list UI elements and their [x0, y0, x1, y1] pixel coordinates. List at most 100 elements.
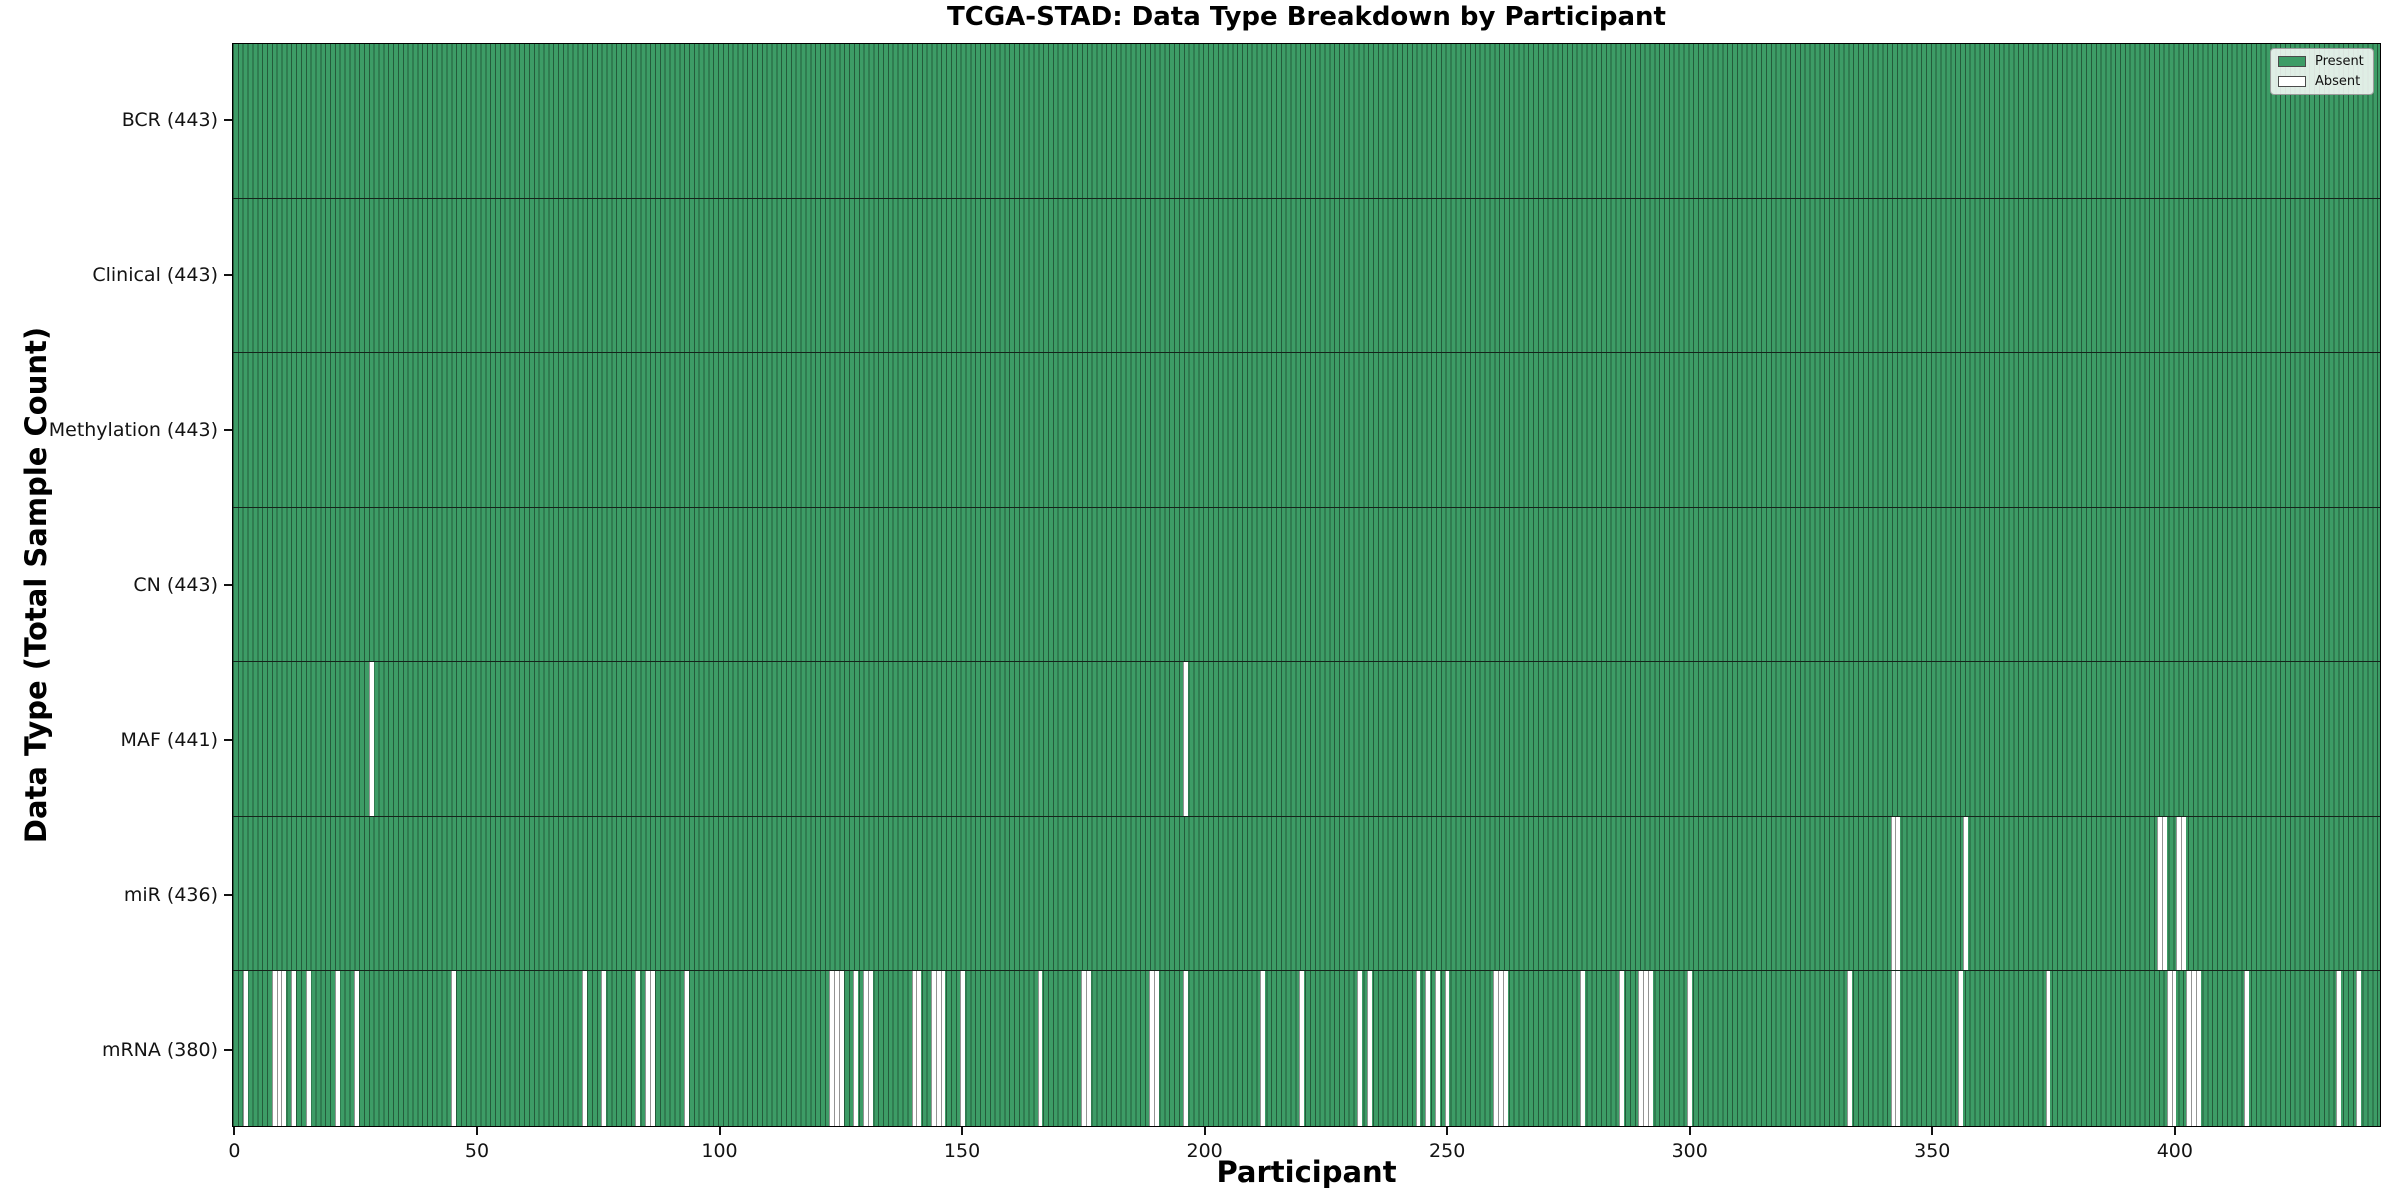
x-tick-mark	[475, 1127, 478, 1135]
absent-bar-miR-357	[1963, 816, 1969, 971]
x-tick-label-350: 350	[1914, 1140, 1951, 1162]
y-tick-mark	[224, 1048, 232, 1051]
absent-bar-mRNA-12	[291, 971, 296, 1126]
absent-bar-mRNA-434	[2336, 971, 2342, 1126]
legend-swatch-present	[2278, 56, 2306, 67]
absent-bar-mRNA-232	[1357, 971, 1363, 1126]
absent-bar-miR-398	[2161, 816, 2167, 971]
absent-bar-mRNA-128	[853, 971, 859, 1126]
absent-bar-mRNA-342	[1890, 971, 1896, 1126]
absent-bar-mRNA-244	[1415, 971, 1421, 1126]
absent-bar-mRNA-144	[930, 971, 936, 1126]
absent-bar-mRNA-403	[2186, 971, 2191, 1126]
absent-bar-miR-342	[1890, 816, 1896, 971]
absent-bar-mRNA-290	[1638, 971, 1644, 1126]
absent-bar-miR-343	[1895, 816, 1901, 971]
absent-bar-mRNA-356	[1958, 971, 1964, 1126]
y-tick-label-BCR: BCR (443)	[121, 109, 218, 132]
absent-bar-mRNA-196	[1182, 971, 1188, 1126]
absent-bar-miR-401	[2176, 816, 2182, 971]
absent-bar-mRNA-374	[2045, 971, 2051, 1126]
absent-bar-mRNA-248	[1434, 971, 1440, 1126]
y-tick-label-Methylation: Methylation (443)	[48, 419, 218, 442]
chart-title: TCGA-STAD: Data Type Breakdown by Partic…	[947, 2, 1666, 32]
absent-bar-MAF-196	[1182, 662, 1188, 816]
x-axis-label: Participant	[1216, 1155, 1397, 1189]
absent-bar-miR-402	[2181, 816, 2187, 971]
absent-bar-mRNA-212	[1260, 971, 1266, 1126]
y-tick-mark	[224, 429, 232, 432]
y-tick-mark	[224, 738, 232, 741]
x-tick-mark	[233, 1127, 236, 1135]
absent-bar-mRNA-85	[644, 971, 650, 1126]
legend-swatch-absent	[2278, 76, 2306, 87]
absent-bar-mRNA-15	[305, 971, 311, 1126]
legend-item-present: Present	[2278, 54, 2364, 69]
absent-bar-mRNA-124	[833, 971, 839, 1126]
absent-bar-mRNA-234	[1367, 971, 1372, 1126]
absent-bar-mRNA-291	[1643, 971, 1649, 1126]
row-BCR	[233, 44, 2380, 199]
absent-bar-mRNA-404	[2190, 971, 2196, 1126]
absent-bar-mRNA-405	[2195, 971, 2201, 1126]
row-Clinical	[233, 198, 2380, 354]
absent-bar-mRNA-2	[242, 971, 248, 1126]
x-tick-label-200: 200	[1186, 1140, 1223, 1162]
x-tick-mark	[1446, 1127, 1449, 1135]
absent-bar-mRNA-190	[1153, 971, 1159, 1126]
absent-bar-mRNA-45	[451, 971, 456, 1126]
absent-bar-mRNA-262	[1502, 971, 1508, 1126]
x-tick-label-100: 100	[701, 1140, 738, 1162]
absent-bar-mRNA-400	[2171, 971, 2177, 1126]
x-tick-mark	[2173, 1127, 2176, 1135]
absent-bar-mRNA-166	[1037, 971, 1043, 1126]
x-tick-label-300: 300	[1671, 1140, 1708, 1162]
absent-bar-mRNA-343	[1895, 971, 1901, 1126]
absent-bar-mRNA-9	[276, 971, 282, 1126]
absent-bar-mRNA-261	[1497, 971, 1503, 1126]
absent-bar-mRNA-93	[683, 971, 689, 1126]
absent-bar-mRNA-145	[935, 971, 941, 1126]
absent-bar-mRNA-131	[867, 971, 873, 1126]
x-tick-mark	[718, 1127, 721, 1135]
x-tick-label-0: 0	[228, 1140, 241, 1162]
absent-bar-mRNA-150	[959, 971, 965, 1126]
absent-bar-mRNA-300	[1686, 971, 1692, 1126]
absent-bar-mRNA-10	[281, 971, 287, 1126]
x-tick-mark	[961, 1127, 964, 1135]
absent-bar-mRNA-220	[1299, 971, 1305, 1126]
absent-bar-mRNA-176	[1085, 971, 1091, 1126]
x-tick-mark	[1203, 1127, 1206, 1135]
row-mRNA	[233, 971, 2380, 1126]
absent-bar-mRNA-83	[635, 971, 641, 1126]
absent-bar-mRNA-146	[940, 971, 946, 1126]
row-CN	[233, 507, 2380, 663]
legend-item-absent: Absent	[2278, 74, 2364, 89]
x-tick-mark	[1931, 1127, 1934, 1135]
absent-bar-mRNA-125	[838, 971, 844, 1126]
absent-bar-MAF-28	[368, 662, 374, 816]
absent-bar-mRNA-25	[354, 971, 359, 1126]
absent-bar-mRNA-72	[581, 971, 587, 1126]
y-tick-mark	[224, 274, 232, 277]
y-tick-label-mRNA: mRNA (380)	[101, 1038, 218, 1061]
absent-bar-mRNA-260	[1493, 971, 1498, 1126]
y-tick-label-Clinical: Clinical (443)	[92, 264, 218, 287]
absent-bar-mRNA-292	[1648, 971, 1654, 1126]
row-Methylation	[233, 353, 2380, 508]
plot-area	[232, 43, 2381, 1127]
x-tick-label-400: 400	[2156, 1140, 2193, 1162]
absent-bar-mRNA-250	[1444, 971, 1450, 1126]
x-tick-label-50: 50	[464, 1140, 490, 1162]
y-tick-mark	[224, 119, 232, 122]
absent-bar-mRNA-123	[829, 971, 834, 1126]
y-tick-label-CN: CN (443)	[133, 574, 218, 596]
absent-bar-mRNA-286	[1619, 971, 1624, 1126]
absent-bar-mRNA-86	[649, 971, 655, 1126]
absent-bar-mRNA-21	[334, 971, 340, 1126]
absent-bar-mRNA-415	[2244, 971, 2250, 1126]
absent-bar-mRNA-8	[271, 971, 277, 1126]
x-tick-label-150: 150	[943, 1140, 981, 1162]
legend-label-absent: Absent	[2315, 74, 2361, 89]
